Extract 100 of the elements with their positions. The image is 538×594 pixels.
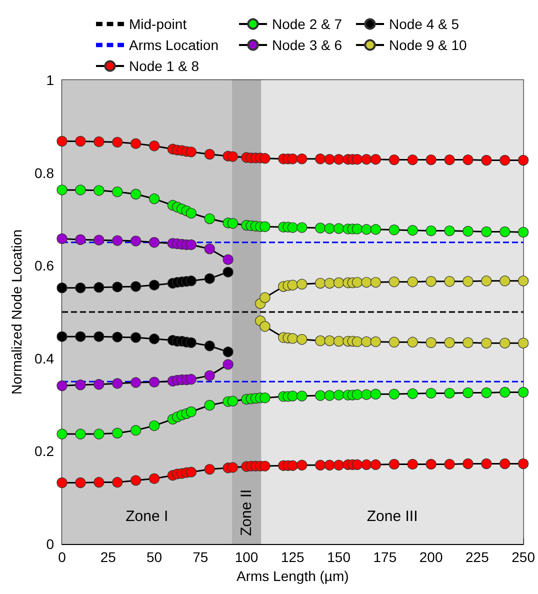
x-tick-label: 225 bbox=[466, 549, 490, 565]
point bbox=[222, 254, 234, 265]
point bbox=[315, 335, 326, 346]
point bbox=[222, 346, 234, 358]
point bbox=[112, 235, 123, 246]
point bbox=[500, 226, 510, 238]
point bbox=[407, 225, 418, 236]
point bbox=[462, 458, 474, 470]
point bbox=[352, 277, 363, 288]
point bbox=[296, 390, 308, 402]
legend-label: Mid-point bbox=[129, 16, 187, 32]
point bbox=[481, 226, 492, 238]
point bbox=[94, 428, 104, 440]
point bbox=[324, 278, 335, 289]
point bbox=[500, 338, 510, 348]
point bbox=[324, 390, 335, 401]
point bbox=[204, 213, 215, 224]
point bbox=[186, 146, 196, 158]
point bbox=[361, 224, 372, 235]
point bbox=[56, 331, 68, 342]
point bbox=[296, 460, 308, 470]
x-tick-label: 100 bbox=[234, 549, 258, 565]
point bbox=[407, 388, 418, 399]
point bbox=[148, 334, 160, 344]
point bbox=[324, 335, 335, 346]
y-tick-label: 0.2 bbox=[34, 443, 54, 460]
point bbox=[130, 281, 142, 292]
x-tick-label: 50 bbox=[146, 549, 162, 565]
point bbox=[75, 234, 86, 245]
point bbox=[388, 458, 400, 470]
point bbox=[334, 460, 344, 470]
point bbox=[56, 477, 68, 488]
point bbox=[112, 428, 123, 438]
point bbox=[324, 154, 335, 165]
point bbox=[204, 400, 215, 411]
point bbox=[324, 223, 335, 234]
point bbox=[361, 154, 372, 165]
point bbox=[426, 458, 436, 470]
point bbox=[324, 460, 335, 470]
point bbox=[186, 208, 196, 218]
point bbox=[186, 466, 196, 478]
point bbox=[361, 336, 372, 347]
x-axis-title: Arms Length (µm) bbox=[236, 568, 349, 584]
point bbox=[204, 244, 215, 254]
point bbox=[94, 476, 104, 488]
point bbox=[112, 186, 123, 198]
point bbox=[352, 389, 363, 400]
y-tick-label: 0.4 bbox=[34, 350, 54, 366]
point bbox=[352, 154, 363, 165]
point bbox=[204, 370, 215, 381]
point bbox=[481, 276, 492, 286]
point bbox=[518, 154, 529, 166]
y-axis-title: Normalized Node Location bbox=[8, 230, 25, 394]
point bbox=[112, 378, 123, 389]
x-tick-label: 0 bbox=[58, 549, 66, 565]
legend-label: Node 1 & 8 bbox=[129, 58, 200, 74]
point bbox=[112, 332, 123, 342]
legend-label: Node 4 & 5 bbox=[389, 16, 460, 32]
point bbox=[260, 392, 270, 404]
point bbox=[94, 282, 104, 293]
x-tick-label: 200 bbox=[419, 549, 443, 565]
legend-label: Arms Location bbox=[129, 37, 218, 53]
point bbox=[407, 276, 418, 288]
point bbox=[426, 154, 436, 166]
point bbox=[148, 237, 160, 248]
point bbox=[260, 460, 270, 472]
point bbox=[148, 193, 160, 204]
point bbox=[426, 276, 436, 287]
point bbox=[130, 332, 142, 343]
point bbox=[75, 331, 86, 342]
point bbox=[75, 184, 86, 196]
point bbox=[56, 282, 68, 294]
point bbox=[204, 340, 215, 352]
point bbox=[130, 475, 142, 486]
point bbox=[500, 386, 510, 398]
point bbox=[227, 151, 238, 162]
point bbox=[518, 226, 529, 238]
point bbox=[334, 277, 344, 288]
point bbox=[481, 458, 492, 470]
point bbox=[227, 218, 238, 229]
point bbox=[204, 464, 215, 475]
point bbox=[186, 406, 196, 418]
point bbox=[260, 153, 270, 164]
point bbox=[315, 460, 326, 470]
point bbox=[444, 276, 455, 287]
point bbox=[296, 154, 308, 164]
point bbox=[287, 154, 298, 164]
legend-label: Node 3 & 6 bbox=[272, 37, 342, 53]
point bbox=[75, 428, 86, 440]
point bbox=[186, 374, 196, 385]
point bbox=[334, 336, 344, 347]
point bbox=[94, 379, 104, 390]
point bbox=[315, 222, 326, 234]
point bbox=[148, 140, 160, 152]
point bbox=[370, 336, 381, 347]
point bbox=[462, 154, 474, 166]
point bbox=[361, 459, 372, 470]
band-label: Zone III bbox=[366, 508, 418, 525]
x-tick-label: 75 bbox=[192, 549, 208, 565]
point bbox=[56, 428, 68, 440]
